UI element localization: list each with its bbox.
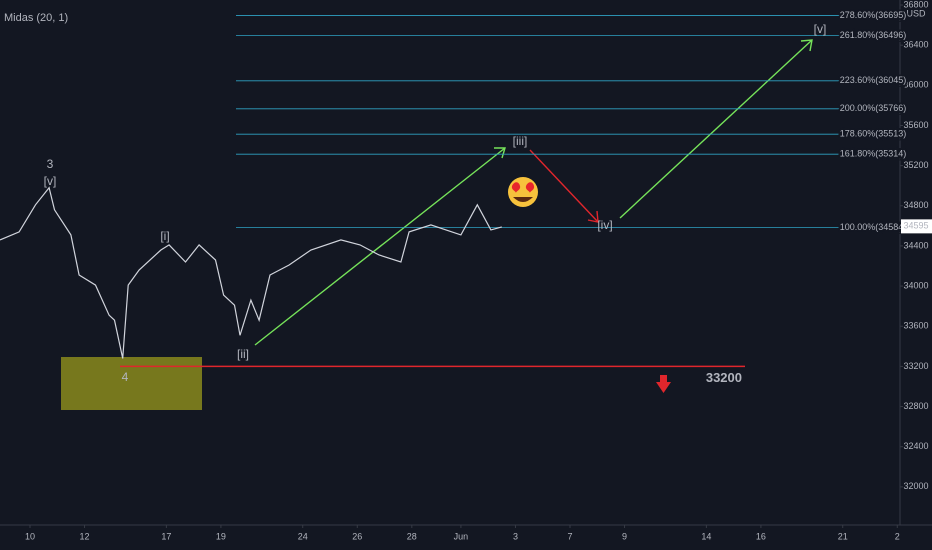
- x-tick-label: 12: [80, 531, 90, 541]
- x-tick-label: 3: [513, 531, 518, 541]
- arrows: [254, 39, 813, 393]
- x-tick-label: 14: [701, 531, 711, 541]
- x-tick-label: 21: [838, 531, 848, 541]
- x-tick-label: 9: [622, 531, 627, 541]
- y-tick-label: 32000: [903, 481, 928, 491]
- y-tick-label: 34800: [903, 200, 928, 210]
- wave-label: 4: [122, 370, 129, 384]
- x-tick-label: 10: [25, 531, 35, 541]
- wave-label: [v]: [44, 174, 57, 188]
- arrow-head: [587, 210, 599, 223]
- x-tick-label: 16: [756, 531, 766, 541]
- fib-level-label: 161.80%(35314): [840, 149, 907, 159]
- y-tick-label: 36000: [903, 80, 928, 90]
- y-tick-label: 34000: [903, 280, 928, 290]
- y-tick-label: 33600: [903, 321, 928, 331]
- wave-label: [ii]: [237, 347, 249, 361]
- emoji-eye: [511, 182, 521, 193]
- currency-label: USD: [906, 8, 926, 18]
- arrow: [619, 39, 813, 219]
- y-tick-label: 35200: [903, 160, 928, 170]
- y-tick-label: 32400: [903, 441, 928, 451]
- wave-label: [iv]: [597, 218, 612, 232]
- support-zone: [61, 357, 202, 410]
- wave-label: 3: [47, 157, 54, 171]
- y-tick-label: 36400: [903, 40, 928, 50]
- fib-level-label: 278.60%(36695): [840, 10, 907, 20]
- fib-level-label: 261.80%(36496): [840, 30, 907, 40]
- y-tick-label: 33200: [903, 361, 928, 371]
- y-tick-label: 36800: [903, 0, 928, 9]
- x-tick-label: Jun: [454, 531, 469, 541]
- x-tick-label: 26: [352, 531, 362, 541]
- arrow-head: [800, 39, 813, 52]
- support-label: 33200: [706, 370, 742, 385]
- x-tick-label: 24: [298, 531, 308, 541]
- wave-label: [i]: [160, 229, 169, 243]
- x-tick-label: 28: [407, 531, 417, 541]
- y-tick-label: 34400: [903, 240, 928, 250]
- y-tick-label: 32800: [903, 401, 928, 411]
- y-tick-label: 35600: [903, 120, 928, 130]
- emoji-face: [508, 177, 538, 207]
- fib-level-label: 100.00%(34584): [840, 222, 907, 232]
- last-price-box: [901, 219, 932, 234]
- arrow: [529, 149, 599, 223]
- arrow-head: [494, 147, 506, 159]
- x-tick-label: 19: [216, 531, 226, 541]
- wave-label: [v]: [814, 22, 827, 36]
- last-price-label: 34595: [903, 221, 928, 231]
- fib-level-label: 223.60%(36045): [840, 75, 907, 85]
- down-arrow-icon: [656, 375, 671, 393]
- emoji-eye: [525, 182, 535, 193]
- x-tick-label: 7: [567, 531, 572, 541]
- arrow: [254, 147, 506, 346]
- fib-level-label: 178.60%(35513): [840, 129, 907, 139]
- x-tick-label: 2: [895, 531, 900, 541]
- indicator-label: Midas (20, 1): [4, 12, 68, 24]
- wave-label: [iii]: [513, 134, 528, 148]
- emoji: [508, 177, 538, 207]
- emoji-mouth: [513, 197, 533, 202]
- fib-level-label: 200.00%(35766): [840, 103, 907, 113]
- x-tick-label: 17: [161, 531, 171, 541]
- price-line: [0, 186, 502, 359]
